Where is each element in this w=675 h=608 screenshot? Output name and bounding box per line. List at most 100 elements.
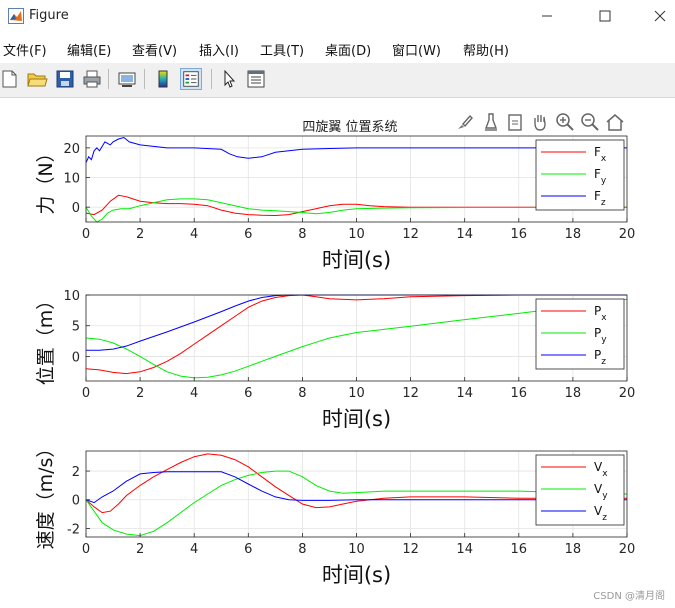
y-tick-label: 5 — [72, 320, 80, 335]
data-tips-icon[interactable] — [481, 112, 501, 132]
x-tick-label: 20 — [619, 542, 636, 557]
series-line-vx — [85, 453, 627, 514]
toolbar-separator — [108, 69, 109, 89]
colorbar-icon[interactable] — [152, 68, 174, 90]
figure-title: 四旋翼 位置系统 — [302, 120, 398, 135]
x-tick-label: 20 — [619, 227, 636, 242]
x-axis-label: 时间(s) — [322, 248, 391, 272]
x-tick-label: 18 — [565, 227, 582, 242]
property-editor-icon[interactable] — [245, 68, 267, 90]
pointer-icon[interactable] — [218, 68, 240, 90]
zoom-out-icon[interactable] — [580, 112, 600, 132]
x-tick-label: 4 — [190, 542, 198, 557]
x-tick-label: 8 — [298, 542, 306, 557]
menu-insert[interactable]: 插入(I) — [199, 44, 239, 59]
x-tick-label: 12 — [402, 227, 419, 242]
x-tick-label: 12 — [402, 386, 419, 401]
x-tick-label: 2 — [136, 542, 144, 557]
export-icon[interactable] — [505, 112, 525, 132]
y-tick-label: 0 — [72, 201, 80, 216]
x-tick-label: 20 — [619, 386, 636, 401]
x-tick-label: 14 — [456, 542, 473, 557]
x-tick-label: 10 — [348, 386, 365, 401]
legend-icon[interactable] — [180, 68, 202, 90]
x-tick-label: 8 — [298, 386, 306, 401]
link-figure-icon[interactable] — [116, 68, 138, 90]
y-tick-label: 10 — [63, 289, 80, 304]
series-line-vz — [85, 471, 627, 504]
x-tick-label: 2 — [136, 386, 144, 401]
x-tick-label: 0 — [82, 386, 90, 401]
menu-view[interactable]: 查看(V) — [132, 44, 178, 59]
series-line-py — [85, 298, 628, 379]
window-titlebar: Figure — [0, 0, 675, 33]
x-tick-label: 16 — [511, 227, 528, 242]
maximize-icon[interactable] — [585, 2, 625, 30]
x-tick-label: 2 — [136, 227, 144, 242]
print-icon[interactable] — [81, 68, 103, 90]
figure-canvas[interactable]: 四旋翼 位置系统 0 2 4 6 8 10 12 14 16 18 20 0 10 20 时间(s) 力（N）… — [0, 98, 675, 608]
legend-box — [535, 298, 625, 370]
y-axis-label: 速度（m/s） — [35, 439, 57, 550]
x-tick-label: 6 — [244, 542, 252, 557]
x-axis-label: 时间(s) — [322, 407, 391, 431]
watermark: CSDN @清月阁 — [593, 591, 665, 602]
x-tick-label: 16 — [511, 542, 528, 557]
toolbar-separator — [144, 69, 145, 89]
series-line-px — [85, 294, 627, 375]
x-axis-label: 时间(s) — [322, 563, 391, 587]
y-tick-label: 10 — [63, 172, 80, 187]
zoom-in-icon[interactable] — [555, 112, 575, 132]
series-line-fz — [85, 136, 627, 163]
x-tick-label: 18 — [565, 542, 582, 557]
brush-icon[interactable] — [455, 112, 475, 132]
y-axis-label: 位置（m） — [35, 291, 57, 386]
save-icon[interactable] — [54, 68, 76, 90]
menu-help[interactable]: 帮助(H) — [463, 44, 509, 59]
x-tick-label: 18 — [565, 386, 582, 401]
x-tick-label: 4 — [190, 386, 198, 401]
y-tick-label: 0 — [72, 350, 80, 365]
close-icon[interactable] — [640, 2, 675, 30]
y-tick-label: 2 — [72, 465, 80, 480]
menu-file[interactable]: 文件(F) — [3, 44, 47, 59]
minimize-icon[interactable] — [527, 2, 567, 30]
open-folder-icon[interactable] — [26, 68, 48, 90]
x-tick-label: 14 — [456, 227, 473, 242]
menu-tools[interactable]: 工具(T) — [260, 44, 305, 59]
menu-bar: 文件(F) 编辑(E) 查看(V) 插入(I) 工具(T) 桌面(D) 窗口(W… — [0, 34, 675, 62]
y-tick-label: -2 — [67, 522, 80, 537]
x-tick-label: 14 — [456, 386, 473, 401]
matlab-logo-icon — [8, 8, 24, 24]
menu-window[interactable]: 窗口(W) — [392, 44, 441, 59]
legend-box — [535, 454, 625, 526]
x-tick-label: 10 — [348, 542, 365, 557]
figure-toolbar — [0, 63, 675, 98]
x-tick-label: 6 — [244, 227, 252, 242]
series-line-vy — [85, 470, 628, 537]
x-tick-label: 8 — [298, 227, 306, 242]
series-line-fy — [85, 198, 627, 223]
x-tick-label: 0 — [82, 542, 90, 557]
series-line-fx — [85, 194, 627, 217]
toolbar-separator — [211, 69, 212, 89]
pan-icon[interactable] — [530, 112, 550, 132]
menu-desktop[interactable]: 桌面(D) — [325, 44, 372, 59]
x-tick-label: 10 — [348, 227, 365, 242]
x-tick-label: 6 — [244, 386, 252, 401]
x-tick-label: 12 — [402, 542, 419, 557]
new-file-icon[interactable] — [0, 68, 20, 90]
x-tick-label: 0 — [82, 227, 90, 242]
menu-edit[interactable]: 编辑(E) — [67, 44, 112, 59]
legend-box — [535, 139, 625, 211]
window-title: Figure — [29, 8, 69, 23]
home-icon[interactable] — [605, 112, 625, 132]
y-tick-label: 0 — [72, 494, 80, 509]
